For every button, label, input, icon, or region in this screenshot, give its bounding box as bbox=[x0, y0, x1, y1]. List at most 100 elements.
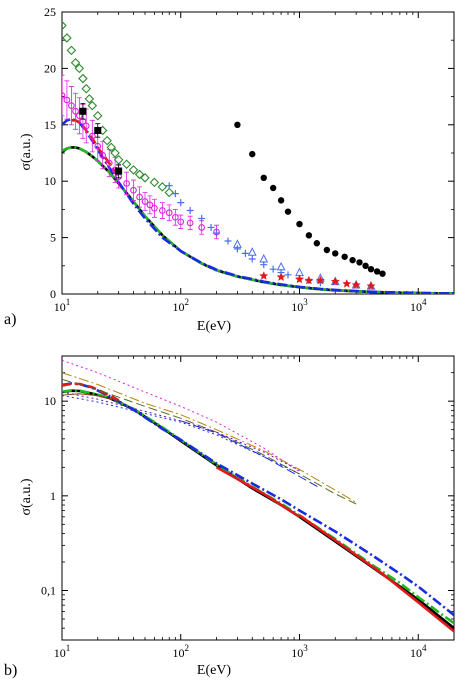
panel-a-series-6-point bbox=[171, 213, 179, 221]
panel-a-series-6-errorbar bbox=[142, 192, 148, 211]
panel-a-series-4-point bbox=[277, 197, 285, 204]
panel-a-series-5-point bbox=[164, 187, 175, 198]
panel-a-series-6-point bbox=[177, 218, 185, 226]
panel-a-x-tick-label: 101 bbox=[54, 297, 71, 314]
panel-a-series-6-point bbox=[72, 107, 79, 115]
panel-a-series-6-errorbar bbox=[178, 214, 184, 229]
panel-a-series-5-point bbox=[149, 177, 160, 188]
panel-a-series-5-point bbox=[74, 63, 85, 74]
panel-a-series-7-point bbox=[171, 190, 179, 198]
panel-a-series-6-errorbar bbox=[64, 80, 70, 120]
panel-a-series-1-line bbox=[62, 146, 454, 294]
panel-a-series-5-point bbox=[87, 100, 98, 111]
panel-a-series-7-point bbox=[198, 214, 206, 222]
panel-b-series-0-line bbox=[62, 389, 454, 630]
panel-a-series-5-point bbox=[78, 73, 88, 84]
panel-a-series-6-errorbar bbox=[159, 202, 165, 219]
panel-a-series-9-point bbox=[294, 274, 305, 284]
panel-a-series-7-point bbox=[212, 229, 220, 237]
panel-a-series-6-errorbar bbox=[73, 92, 79, 130]
panel-a-series-6-errorbar bbox=[68, 86, 74, 126]
panel-a-series-7-point bbox=[248, 255, 256, 263]
panel-a-series-9-point bbox=[259, 271, 269, 280]
panel-a-series-6-errorbar bbox=[62, 74, 65, 117]
panel-a-series-6-point bbox=[159, 207, 166, 214]
panel-b-label: b) bbox=[4, 662, 17, 679]
panel-a-series-6-errorbar bbox=[76, 97, 82, 135]
panel-a-series-6-point bbox=[141, 198, 149, 205]
panel-a-series-4-point bbox=[362, 262, 369, 269]
panel-a-series-6-point bbox=[94, 142, 102, 150]
panel-a-series-7-point bbox=[177, 199, 185, 207]
panel-b-series-12-line bbox=[62, 393, 119, 401]
panel-a-series-2-line bbox=[62, 117, 454, 294]
panel-a-series-4-point bbox=[284, 208, 292, 215]
panel-a-series-6-point bbox=[165, 209, 173, 217]
panel-a-series-6-errorbar bbox=[147, 195, 153, 215]
panel-a-series-7-point bbox=[186, 207, 194, 215]
panel-a-series-9-point bbox=[366, 281, 376, 291]
panel-b: b) E(eV) σ(a.u.) 101 102 103 104 0,1 1 10 bbox=[4, 355, 455, 679]
panel-b-xlabel: E(eV) bbox=[197, 663, 232, 678]
panel-b-series-11-line bbox=[62, 391, 300, 471]
panel-a-series-5-point bbox=[110, 148, 120, 158]
panel-a-series-6-point bbox=[105, 159, 113, 167]
panel-a-series-6-point bbox=[68, 102, 75, 109]
panel-a-series-5-point bbox=[84, 94, 95, 104]
panel-a-label: a) bbox=[4, 311, 16, 328]
panel-a-series-5-point bbox=[92, 110, 103, 121]
panel-a-series-8-point bbox=[259, 253, 269, 263]
panel-a-series-6-point bbox=[123, 180, 130, 187]
panel-a-series-5-point bbox=[62, 20, 67, 31]
panel-a-x-tick-label: 104 bbox=[410, 297, 427, 314]
panel-a-series-7-point bbox=[269, 265, 277, 273]
panel-b-frame bbox=[61, 355, 455, 641]
panel-b-series-5-line bbox=[298, 514, 454, 633]
panel-a-series-4-point bbox=[349, 256, 356, 264]
panel-a-series-6-errorbar bbox=[130, 179, 136, 201]
panel-b-x-tick-label: 103 bbox=[291, 643, 308, 660]
panel-a-series-7-point bbox=[224, 237, 232, 245]
panel-a-series-4-point bbox=[249, 150, 256, 158]
panel-a-series-7-point bbox=[207, 223, 215, 231]
panel-b-x-tick-label: 102 bbox=[173, 643, 190, 660]
panel-b-series-6-line bbox=[62, 359, 300, 473]
panel-a-series-6-point bbox=[62, 92, 66, 99]
panel-b-series-1-line bbox=[62, 389, 454, 625]
panel-a-frame bbox=[61, 11, 455, 295]
panel-a-series-6-point bbox=[130, 186, 137, 194]
panel-a-series-4-point bbox=[323, 246, 331, 254]
panel-a-series-8-point bbox=[247, 247, 257, 256]
panel-a-series-7-point bbox=[284, 271, 292, 279]
panel-b-x-tick-label: 104 bbox=[410, 643, 427, 660]
panel-a-series-10-point bbox=[115, 167, 123, 175]
panel-a-series-6-point bbox=[198, 224, 206, 231]
panel-a-series-4-point bbox=[296, 220, 303, 228]
panel-a-series-9-point bbox=[342, 278, 352, 288]
panel-a-y-tick-label: 15 bbox=[44, 118, 56, 132]
panel-a-series-9-point bbox=[315, 275, 326, 285]
panel-b-series-3-line bbox=[62, 382, 120, 402]
panel-a-y-tick-label: 5 bbox=[50, 231, 56, 245]
panel-a-series-6-errorbar bbox=[106, 149, 112, 178]
panel-a-y-tick-label: 0 bbox=[50, 287, 56, 301]
panel-a-series-5-point bbox=[66, 45, 77, 56]
panel-a-series-9-point bbox=[276, 272, 286, 282]
panel-b-series-7-line bbox=[62, 372, 357, 503]
panel-a-series-7-point bbox=[233, 245, 241, 253]
panel-b-ylabel: σ(a.u.) bbox=[19, 478, 34, 515]
panel-a-series-5-point bbox=[81, 83, 92, 94]
panel-a-series-4-point bbox=[305, 232, 313, 239]
panel-a-series-6-point bbox=[136, 193, 143, 201]
panel-b-series-9-line bbox=[62, 394, 300, 475]
panel-a-series-6-point bbox=[76, 112, 83, 120]
panel-a-series-5-point bbox=[62, 33, 72, 43]
panel-a-series-7-point bbox=[165, 182, 173, 190]
panel-a-series-6-point bbox=[88, 132, 96, 140]
panel-b-y-tick-label: 1 bbox=[50, 489, 56, 503]
panel-a-y-tick-label: 25 bbox=[44, 5, 56, 19]
panel-a-series-6-errorbar bbox=[151, 198, 157, 218]
panel-a-series-5-point bbox=[128, 165, 139, 175]
panel-a-x-tick-label: 103 bbox=[291, 297, 308, 314]
panel-a-series-4-point bbox=[260, 174, 267, 182]
